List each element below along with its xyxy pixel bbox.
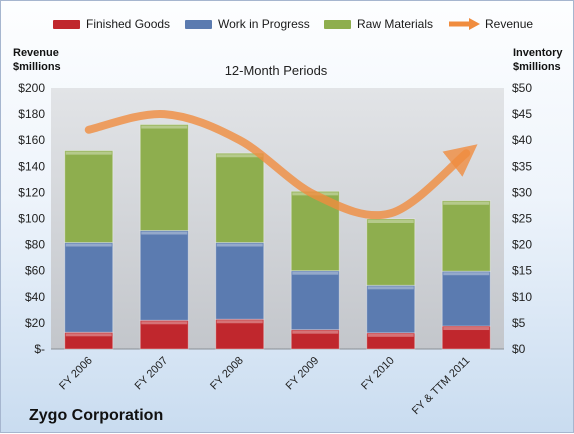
bar-highlight-finished-goods-fy-2010 xyxy=(367,333,414,337)
left-tick-label: $180 xyxy=(18,107,45,121)
bar-highlight-work-in-progress-fy-2010 xyxy=(367,286,414,290)
bar-highlight-raw-materials-fy-2010 xyxy=(367,220,414,224)
legend-item-raw-materials: Raw Materials xyxy=(324,15,433,33)
revenue-trend-line xyxy=(84,110,478,220)
left-tick-label: $- xyxy=(34,342,45,356)
bar-highlight-finished-goods-fy-2006 xyxy=(65,333,112,337)
legend-label-raw-materials: Raw Materials xyxy=(357,17,434,31)
left-tick-label: $200 xyxy=(18,81,45,95)
left-tick-label: $40 xyxy=(25,290,45,304)
category-label: FY 2010 xyxy=(359,355,397,393)
legend-swatch-raw-materials xyxy=(324,19,351,29)
left-tick-label: $20 xyxy=(25,316,45,330)
right-tick-label: $0 xyxy=(512,342,526,356)
category-label: FY & TTM 2011 xyxy=(410,355,473,418)
bar-raw-materials-fy-2006 xyxy=(64,150,114,244)
category-label: FY 2009 xyxy=(284,355,322,393)
legend-label-finished-goods: Finished Goods xyxy=(86,17,171,31)
legend-label-revenue: Revenue xyxy=(485,17,534,31)
bar-highlight-work-in-progress-fy-2009 xyxy=(292,271,339,275)
legend-item-revenue: Revenue xyxy=(447,15,533,33)
left-axis-title: Revenue $millions xyxy=(13,47,61,73)
category-label: FY 2006 xyxy=(57,355,95,393)
bar-highlight-work-in-progress-fy-2007 xyxy=(141,231,188,235)
bar-work-in-progress-fy-2007 xyxy=(139,230,189,321)
category-label: FY 2007 xyxy=(133,355,171,393)
right-tick-label: $30 xyxy=(512,185,532,199)
bar-highlight-raw-materials-fy-ttm-2011 xyxy=(443,201,490,205)
bar-highlight-finished-goods-fy-2007 xyxy=(141,321,188,325)
bar-work-in-progress-fy-2008 xyxy=(215,242,265,320)
left-tick-label: $80 xyxy=(25,238,45,252)
right-tick-label: $5 xyxy=(512,316,526,330)
left-tick-label: $140 xyxy=(18,159,45,173)
legend-label-work-in-progress: Work in Progress xyxy=(218,17,310,31)
left-tick-label: $60 xyxy=(25,264,45,278)
left-tick-label: $100 xyxy=(18,212,45,226)
right-axis-title: Inventory $millions xyxy=(513,47,563,73)
bar-raw-materials-fy-2010 xyxy=(366,218,416,286)
left-tick-label: $120 xyxy=(18,185,45,199)
category-label: FY 2008 xyxy=(208,355,246,393)
bar-work-in-progress-fy-2006 xyxy=(64,242,114,333)
bar-raw-materials-fy-2007 xyxy=(139,124,189,232)
legend-swatch-work-in-progress xyxy=(185,19,212,29)
legend-item-work-in-progress: Work in Progress xyxy=(185,15,310,33)
bar-highlight-work-in-progress-fy-2006 xyxy=(65,243,112,247)
right-tick-label: $50 xyxy=(512,81,532,95)
bar-highlight-raw-materials-fy-2007 xyxy=(141,125,188,129)
chart-title: 12-Month Periods xyxy=(224,63,328,78)
bar-highlight-finished-goods-fy-2008 xyxy=(216,320,263,324)
right-tick-label: $35 xyxy=(512,159,532,173)
legend-swatch-finished-goods xyxy=(53,19,80,29)
bar-finished-goods-fy-ttm-2011 xyxy=(441,325,491,350)
bar-work-in-progress-fy-2010 xyxy=(366,284,416,334)
bar-raw-materials-fy-2008 xyxy=(215,152,265,244)
bar-work-in-progress-fy-2009 xyxy=(290,270,340,331)
right-tick-label: $45 xyxy=(512,107,532,121)
legend-item-finished-goods: Finished Goods xyxy=(53,15,170,33)
bar-highlight-raw-materials-fy-2006 xyxy=(65,151,112,155)
bar-raw-materials-fy-ttm-2011 xyxy=(441,200,491,272)
company-name: Zygo Corporation xyxy=(29,407,164,424)
legend-arrow-icon xyxy=(449,18,480,30)
right-tick-label: $25 xyxy=(512,212,532,226)
bar-highlight-work-in-progress-fy-2008 xyxy=(216,243,263,247)
right-tick-label: $20 xyxy=(512,238,532,252)
bar-finished-goods-fy-2007 xyxy=(139,319,189,350)
bar-highlight-work-in-progress-fy-ttm-2011 xyxy=(443,272,490,276)
right-tick-label: $15 xyxy=(512,264,532,278)
bar-finished-goods-fy-2008 xyxy=(215,318,265,350)
right-tick-label: $10 xyxy=(512,290,532,304)
bar-highlight-finished-goods-fy-2009 xyxy=(292,330,339,334)
plot-background xyxy=(51,88,504,349)
left-tick-label: $160 xyxy=(18,133,45,147)
bar-highlight-raw-materials-fy-2008 xyxy=(216,154,263,158)
right-tick-label: $40 xyxy=(512,133,532,147)
bar-highlight-finished-goods-fy-ttm-2011 xyxy=(443,327,490,331)
bar-work-in-progress-fy-ttm-2011 xyxy=(441,270,491,327)
